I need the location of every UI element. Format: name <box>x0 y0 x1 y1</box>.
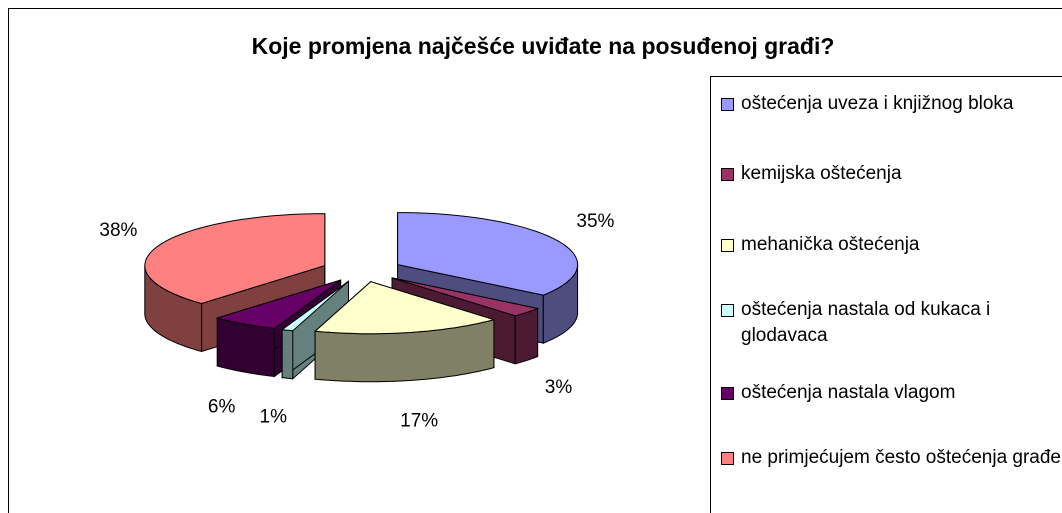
legend-label: ne primjećujem često oštećenja građe <box>741 447 1062 468</box>
data-label: 35% <box>576 211 614 232</box>
legend-entry: oštećenja nastala od kukaca i glodavaca <box>721 297 1062 349</box>
legend-swatch <box>721 239 734 252</box>
legend-label: oštećenja uveza i knjižnog bloka <box>741 93 1014 114</box>
legend-swatch <box>721 98 734 111</box>
legend-entry: mehanička oštećenja <box>721 232 1062 258</box>
data-label: 38% <box>99 220 137 241</box>
legend-swatch <box>721 387 734 400</box>
legend-swatch <box>721 452 734 465</box>
slice <box>215 279 341 330</box>
legend-label: oštećenja nastala od kukaca i glodavaca <box>741 299 991 346</box>
slice <box>281 280 349 332</box>
legend-label: oštećenja nastala vlagom <box>741 382 956 403</box>
data-label: 3% <box>545 377 573 398</box>
legend-entry: ne primjećujem često oštećenja građe <box>721 445 1062 471</box>
legend-entry: kemijska oštećenja <box>721 161 1062 187</box>
legend-entry: oštećenja uveza i knjižnog bloka <box>721 91 1062 117</box>
legend-label: kemijska oštećenja <box>741 163 902 184</box>
slice <box>397 212 579 296</box>
slice-outer-wall <box>281 328 294 380</box>
chart-title: Koje promjena najčešće uviđate na posuđe… <box>252 33 835 59</box>
data-label: 6% <box>208 397 236 418</box>
legend-entry: oštećenja nastala vlagom <box>721 380 1062 406</box>
legend: oštećenja uveza i knjižnog bloka kemijska… <box>710 76 1062 513</box>
data-label: 17% <box>400 410 438 431</box>
legend-swatch <box>721 304 734 317</box>
pie-tops <box>144 212 579 335</box>
slice-outer-wall <box>514 307 539 365</box>
slice <box>391 277 540 317</box>
legend-swatch <box>721 168 734 181</box>
slice <box>144 213 326 305</box>
data-label: 1% <box>260 407 288 428</box>
slice <box>313 281 496 335</box>
legend-label: mehanička oštećenja <box>741 234 920 255</box>
